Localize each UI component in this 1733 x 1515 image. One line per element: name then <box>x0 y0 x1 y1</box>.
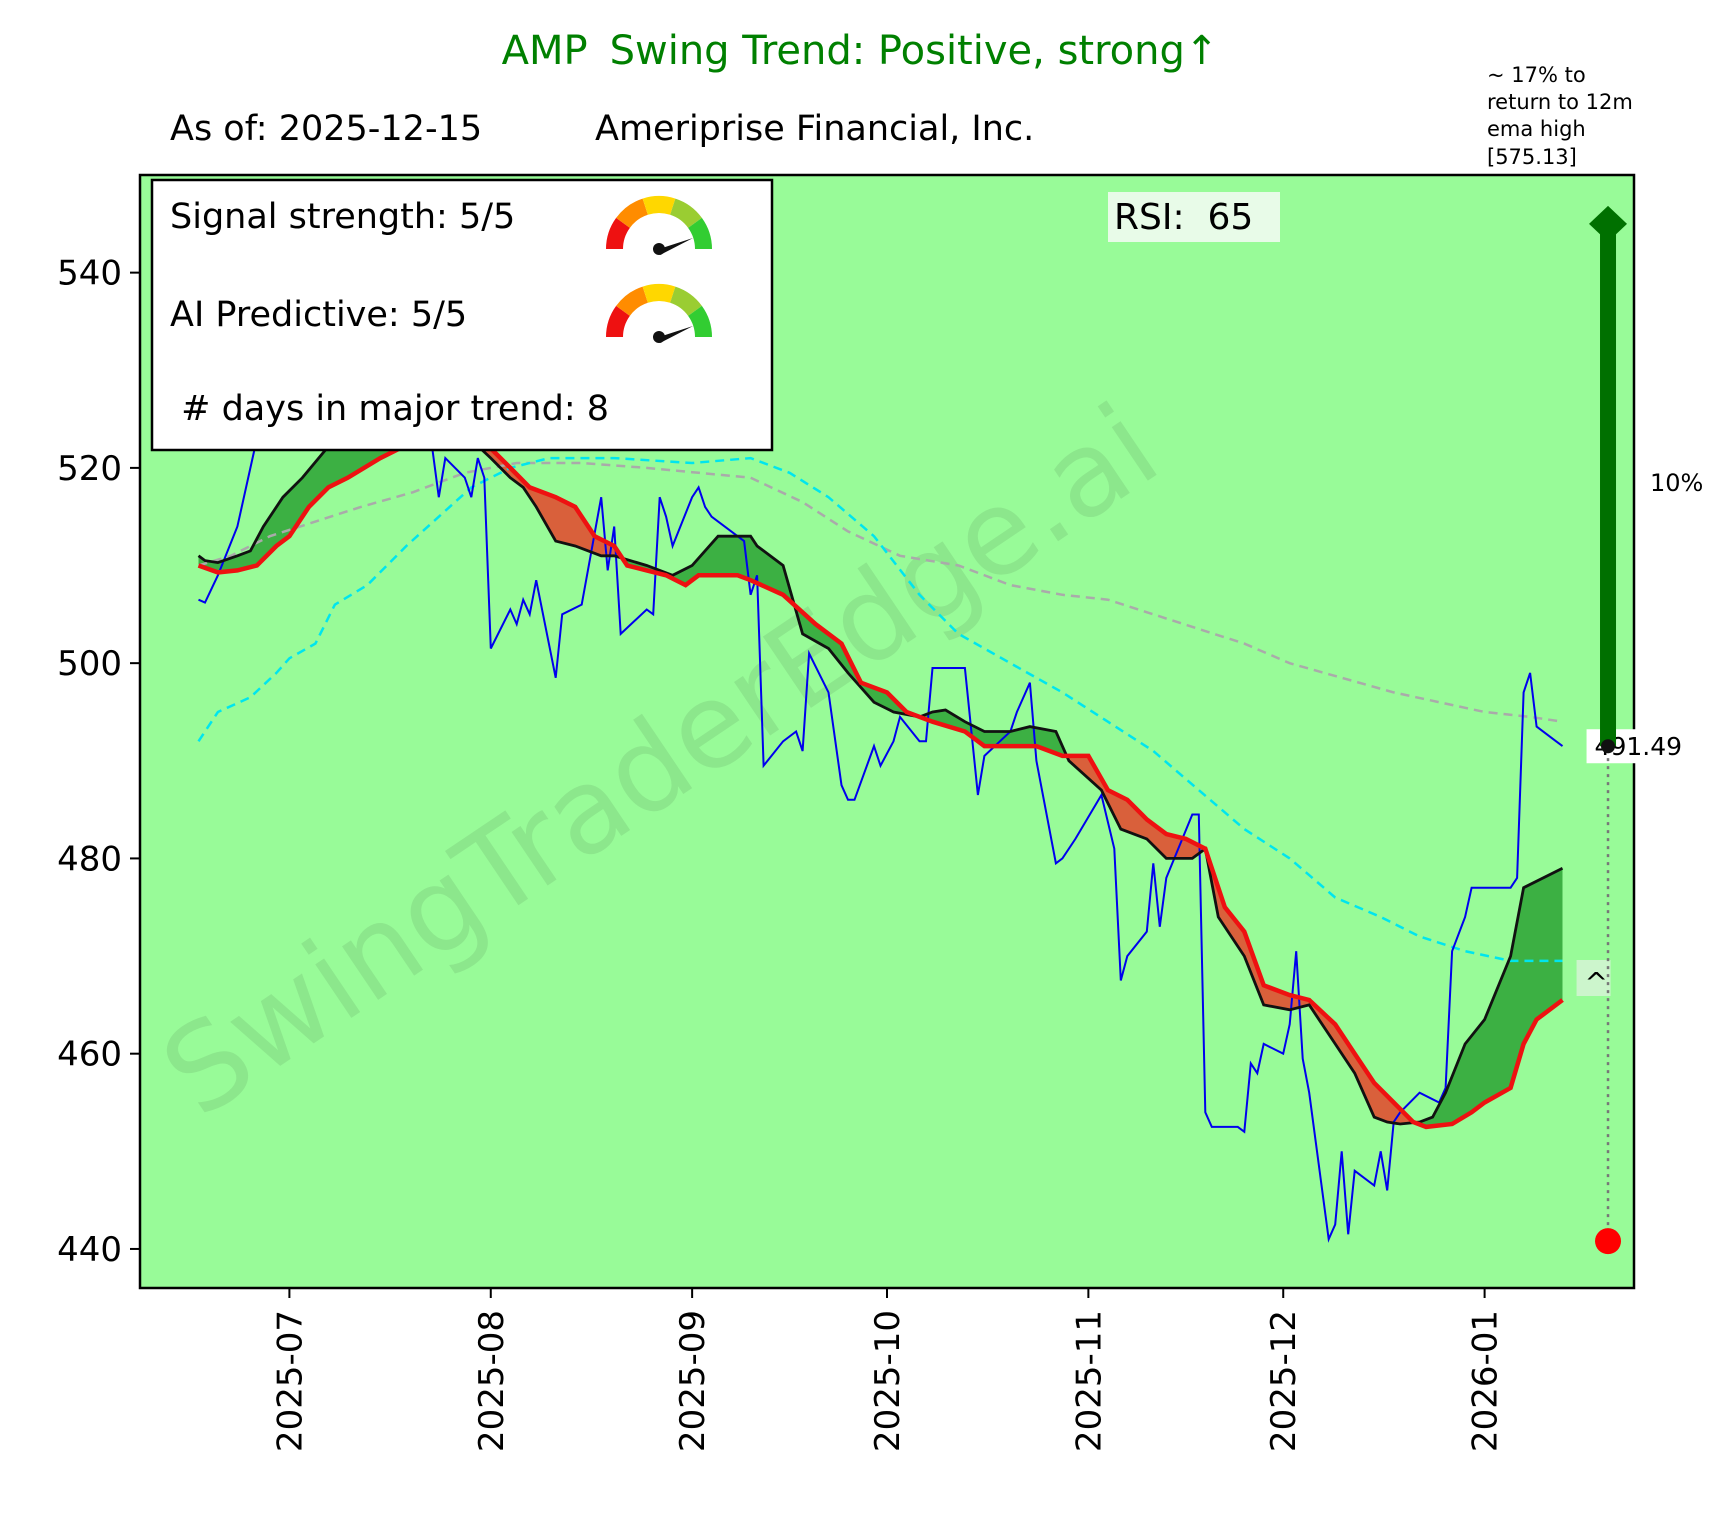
fill-bullish <box>198 409 475 573</box>
company-name: Ameriprise Financial, Inc. <box>595 109 1034 149</box>
rsi-label-bg <box>1108 192 1280 242</box>
y-tick-label: 440 <box>57 1230 122 1270</box>
trend-label: Swing Trend: Positive, strong↑ <box>610 28 1219 74</box>
days-in-trend-label: # days in major trend: 8 <box>170 389 609 429</box>
ai-predictive-label: AI Predictive: 5/5 <box>170 295 467 335</box>
x-tick-label: 2025-07 <box>270 1310 310 1452</box>
rsi-label: RSI: 65 <box>1114 197 1253 238</box>
y-tick-label: 460 <box>57 1035 122 1075</box>
overlay-layer: 491.49^ <box>1576 205 1699 1255</box>
x-tick-label: 2025-09 <box>673 1310 713 1452</box>
y-tick-label: 500 <box>57 644 122 684</box>
chart-title: AMP Swing Trend: Positive, strong↑ <box>502 28 1219 74</box>
arrow-base-dot <box>1601 739 1616 754</box>
y-axis: 440 460 480 500 520 540 <box>57 254 140 1270</box>
price-line <box>198 359 1564 1243</box>
y-tick-label: 540 <box>57 254 122 294</box>
ticker-label: AMP <box>502 28 588 74</box>
gauge-icon <box>606 195 712 255</box>
target-arrow-head <box>1589 205 1628 242</box>
caret-bg <box>1576 959 1611 996</box>
signal-strength-label: Signal strength: 5/5 <box>170 197 515 237</box>
caret-label: ^ <box>1585 966 1608 999</box>
x-tick-label: 2025-11 <box>1069 1310 1109 1452</box>
target-arrow-shaft <box>1600 231 1617 747</box>
x-tick-label: 2025-12 <box>1264 1310 1304 1452</box>
stop-marker <box>1595 1228 1622 1255</box>
ema-cyan-line <box>197 456 1563 963</box>
as-of-date: As of: 2025-12-15 <box>170 109 482 149</box>
x-tick-label: 2025-10 <box>868 1310 908 1452</box>
y-tick-label: 480 <box>57 839 122 879</box>
y-tick-label: 520 <box>57 449 122 489</box>
x-tick-label: 2026-01 <box>1466 1310 1506 1452</box>
gauge-icon <box>606 283 712 343</box>
ema-gray-line <box>198 461 1563 723</box>
x-tick-label: 2025-08 <box>472 1310 512 1452</box>
fill-bullish <box>1416 868 1563 1127</box>
info-box: Signal strength: 5/5 AI Predictive: 5/5 … <box>150 178 774 452</box>
info-box-frame <box>150 178 774 452</box>
fill-bullish <box>796 606 1069 761</box>
target-note: ~ 17% to return to 12m ema high [575.13] <box>1487 63 1640 169</box>
x-axis: 2025-07 2025-08 2025-09 2025-10 2025-11 2025-… <box>270 1288 1506 1452</box>
percent-label: 10% <box>1650 469 1703 497</box>
fill-bearish <box>1068 755 1417 1124</box>
